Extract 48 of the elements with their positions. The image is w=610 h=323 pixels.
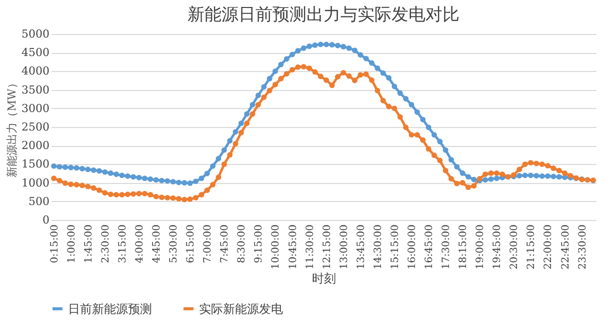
y-axis-title: 新能源出力（MW） bbox=[6, 78, 19, 178]
x-tick-label: 10:00:00 bbox=[270, 224, 282, 270]
x-axis-title: 时刻 bbox=[312, 271, 336, 286]
x-tick-label: 16:00:00 bbox=[406, 224, 418, 270]
y-tick-label: 3000 bbox=[22, 102, 50, 115]
x-tick-label: 2:30:00 bbox=[100, 224, 112, 264]
x-tick-label: 11:30:00 bbox=[304, 224, 316, 270]
x-tick-label: 4:00:00 bbox=[134, 224, 146, 264]
y-tick-label: 1500 bbox=[22, 158, 50, 171]
x-tick-label: 23:30:00 bbox=[577, 224, 588, 270]
x-tick-label: 1:45:00 bbox=[83, 224, 94, 264]
y-tick-label: 4500 bbox=[22, 46, 50, 60]
x-tick-label: 19:45:00 bbox=[492, 224, 504, 270]
y-tick-label: 5000 bbox=[22, 28, 50, 40]
y-tick-label: 3500 bbox=[22, 83, 50, 96]
x-tick-label: 14:30:00 bbox=[372, 224, 384, 270]
x-tick-label: 0:15:00 bbox=[49, 224, 60, 264]
x-tick-label: 15:15:00 bbox=[390, 224, 401, 270]
x-tick-label: 1:00:00 bbox=[66, 224, 78, 264]
y-tick-label: 500 bbox=[28, 194, 50, 208]
x-tick-label: 3:15:00 bbox=[117, 224, 128, 264]
x-tick-label: 17:30:00 bbox=[441, 224, 452, 270]
chart-title: 新能源日前预测出力与实际发电对比 bbox=[188, 5, 460, 25]
x-tick-label: 12:15:00 bbox=[322, 224, 333, 270]
legend-label: 实际新能源发电 bbox=[199, 302, 283, 316]
y-tick-label: 1000 bbox=[22, 176, 50, 190]
x-tick-label: 20:30:00 bbox=[509, 224, 520, 270]
y-tick-label: 4000 bbox=[22, 64, 50, 78]
x-tick-label: 22:00:00 bbox=[543, 224, 554, 270]
x-tick-label: 10:45:00 bbox=[288, 224, 299, 270]
x-tick-label: 18:15:00 bbox=[458, 224, 470, 270]
x-tick-label: 16:45:00 bbox=[424, 224, 436, 270]
x-tick-label: 4:45:00 bbox=[152, 224, 163, 264]
x-tick-label: 21:15:00 bbox=[526, 224, 538, 270]
y-tick-label: 2000 bbox=[22, 139, 50, 152]
x-tick-label: 22:45:00 bbox=[560, 224, 572, 270]
x-tick-label: 13:00:00 bbox=[338, 224, 350, 270]
x-tick-label: 7:00:00 bbox=[202, 224, 214, 264]
x-tick-label: 5:30:00 bbox=[168, 224, 180, 264]
x-tick-label: 9:15:00 bbox=[254, 224, 265, 264]
x-tick-label: 6:15:00 bbox=[186, 224, 197, 264]
y-tick-label: 2500 bbox=[22, 120, 50, 134]
legend-label: 日前新能源预测 bbox=[68, 302, 152, 316]
x-tick-label: 7:45:00 bbox=[220, 224, 231, 264]
x-tick-label: 19:00:00 bbox=[475, 224, 486, 270]
y-tick-label: 0 bbox=[42, 214, 50, 226]
x-tick-label: 13:45:00 bbox=[356, 224, 367, 270]
x-tick-label: 8:30:00 bbox=[236, 224, 248, 264]
